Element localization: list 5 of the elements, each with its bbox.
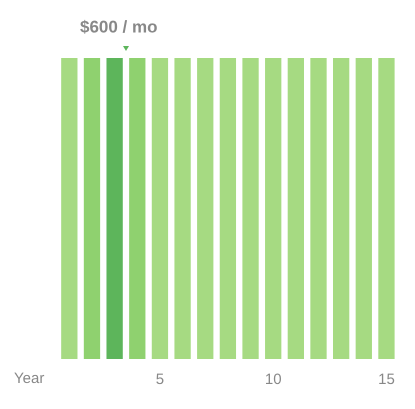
text: $600 / mo [80,18,158,37]
x-tick-label: 10 [264,371,282,388]
x-tick-label: 15 [378,371,395,388]
x-axis-title: Year [14,370,44,388]
x-tick-label: 5 [156,371,164,388]
